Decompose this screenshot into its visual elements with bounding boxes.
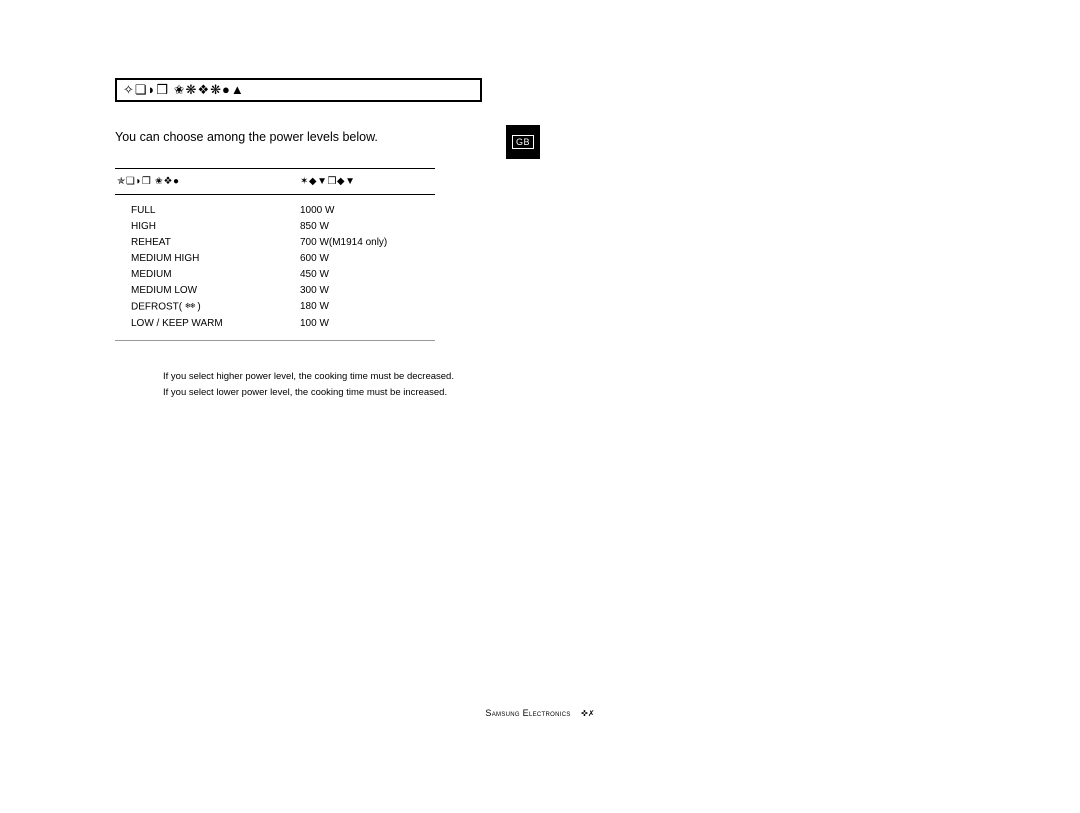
header-power-level: ✯❏◗❒ ✬❖● <box>115 176 300 187</box>
output-cell: 1000 W <box>300 203 435 219</box>
output-cell: 450 W <box>300 267 435 283</box>
header-output: ✶◆▼❒◆▼ <box>300 176 435 187</box>
table-row: DEFROST( ❄❄ ) 180 W <box>115 299 435 316</box>
note-line: If you select lower power level, the coo… <box>163 385 965 401</box>
table-row: MEDIUM HIGH 600 W <box>115 251 435 267</box>
language-code: GB <box>512 135 534 149</box>
language-badge: GB <box>506 125 540 159</box>
level-cell: FULL <box>131 203 300 219</box>
level-cell: MEDIUM <box>131 267 300 283</box>
defrost-suffix: ) <box>197 302 200 313</box>
page-footer: Samsung Electronics ✜✗ <box>0 708 1080 718</box>
output-cell: 850 W <box>300 219 435 235</box>
output-cell: 100 W <box>300 316 435 332</box>
defrost-icon: ❄❄ <box>185 299 195 315</box>
power-level-table: ✯❏◗❒ ✬❖● ✶◆▼❒◆▼ FULL 1000 W HIGH 850 W R… <box>115 168 435 341</box>
table-row: MEDIUM 450 W <box>115 267 435 283</box>
output-cell: 600 W <box>300 251 435 267</box>
table-row: HIGH 850 W <box>115 219 435 235</box>
level-cell: DEFROST( ❄❄ ) <box>131 299 300 316</box>
output-cell: 300 W <box>300 283 435 299</box>
table-row: FULL 1000 W <box>115 203 435 219</box>
defrost-prefix: DEFROST( <box>131 302 182 313</box>
notes-block: If you select higher power level, the co… <box>115 369 965 401</box>
level-cell: MEDIUM HIGH <box>131 251 300 267</box>
table-row: REHEAT 700 W(M1914 only) <box>115 235 435 251</box>
level-cell: LOW / KEEP WARM <box>131 316 300 332</box>
footer-page: ✜✗ <box>581 709 594 718</box>
table-header-row: ✯❏◗❒ ✬❖● ✶◆▼❒◆▼ <box>115 168 435 194</box>
note-line: If you select higher power level, the co… <box>163 369 965 385</box>
section-title: ✧❏◗❒ ✬❋❖❋●▲ <box>123 82 245 98</box>
output-cell: 700 W(M1914 only) <box>300 235 435 251</box>
level-cell: REHEAT <box>131 235 300 251</box>
output-cell: 180 W <box>300 299 435 316</box>
table-body: FULL 1000 W HIGH 850 W REHEAT 700 W(M191… <box>115 194 435 341</box>
section-title-box: ✧❏◗❒ ✬❋❖❋●▲ <box>115 78 482 102</box>
table-row: MEDIUM LOW 300 W <box>115 283 435 299</box>
intro-text: You can choose among the power levels be… <box>115 130 965 144</box>
level-cell: HIGH <box>131 219 300 235</box>
table-row: LOW / KEEP WARM 100 W <box>115 316 435 332</box>
level-cell: MEDIUM LOW <box>131 283 300 299</box>
footer-brand: Samsung Electronics <box>485 708 570 718</box>
